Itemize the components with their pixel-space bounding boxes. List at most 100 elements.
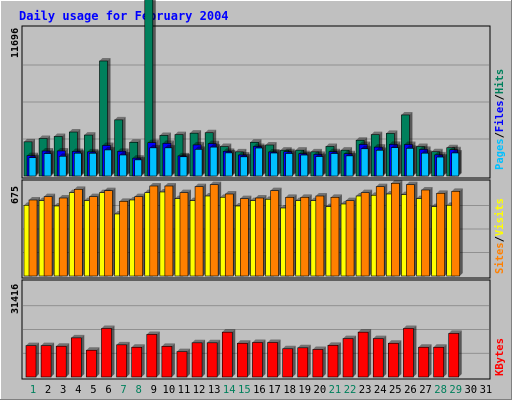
files-bar-day-3-top	[57, 147, 69, 151]
pages-bar-day-25	[391, 144, 402, 177]
day-label-25: 25	[389, 384, 402, 396]
files-bar-day-2-top	[42, 148, 54, 152]
kbytes-bar-day-1	[25, 342, 39, 378]
pages-bar-day-27	[421, 150, 432, 177]
pages-bar-day-12	[194, 146, 206, 177]
sites-bar-day-9-top	[149, 183, 161, 186]
kbytes-bar-day-4-face	[70, 337, 82, 378]
hits-bar-day-8-top	[129, 139, 141, 143]
day-label-15: 15	[238, 384, 251, 396]
sites-bar-day-28	[436, 190, 448, 277]
files-bar-day-16-top	[253, 143, 265, 147]
kbytes-bar-day-7-top	[116, 341, 130, 345]
pages-bar-day-1	[28, 154, 39, 177]
pages-bar-day-26-face	[406, 148, 414, 177]
kbytes-bar-day-7-face	[116, 344, 127, 378]
kbytes-bar-day-10-side	[171, 343, 175, 377]
pages-bar-day-12-side	[202, 146, 206, 176]
pages-bar-day-26-top	[406, 145, 417, 149]
kbytes-bar-day-23-face	[357, 331, 369, 378]
sites-bar-day-19-face	[300, 197, 310, 277]
kbytes-bar-day-14-side	[232, 329, 236, 377]
kbytes-bar-day-19	[297, 344, 311, 378]
kbytes-bar-day-18-face	[282, 348, 293, 378]
day-label-24: 24	[374, 384, 387, 396]
sites-bar-day-2	[43, 193, 56, 277]
pages-bar-day-28-top	[436, 154, 447, 158]
kbytes-bar-day-18-top	[282, 345, 296, 349]
kbytes-bar-day-6	[101, 325, 115, 378]
sites-bar-day-5-face	[89, 196, 98, 277]
kbytes-bar-day-2-face	[40, 345, 52, 378]
sites-bar-day-24-top	[376, 183, 388, 187]
pages-bar-day-16-face	[255, 147, 263, 177]
sites-bar-day-10-top	[164, 183, 176, 186]
files-bar-day-18-top	[283, 148, 295, 152]
kbytes-bar-day-4-side	[81, 334, 85, 377]
sites-bar-day-23-top	[361, 189, 373, 193]
pages-bar-day-2	[43, 150, 55, 177]
pages-bar-day-16	[255, 145, 266, 177]
kbytes-bar-day-21-face	[327, 345, 339, 378]
pages-bar-day-7-face	[119, 154, 127, 177]
pages-bar-day-20-face	[315, 156, 324, 177]
sites-bar-day-22-top	[346, 197, 358, 201]
kbytes-bar-day-20-side	[322, 346, 326, 377]
sites-bar-day-29-side	[459, 188, 463, 276]
kbytes-bar-day-26	[403, 325, 417, 378]
pages-bar-day-7-side	[126, 151, 130, 176]
sites-bar-day-25-face	[391, 183, 400, 277]
day-label-26: 26	[404, 384, 417, 396]
pages-bar-day-18-top	[285, 150, 296, 154]
kbytes-bar-day-12-side	[202, 339, 206, 377]
pages-bar-day-2-side	[51, 150, 55, 176]
pages-bar-day-24-top	[376, 147, 387, 151]
kbytes-bar-day-16-face	[252, 342, 263, 378]
pages-bar-day-8-face	[134, 159, 142, 177]
kbytes-bar-day-19-top	[297, 344, 311, 348]
kbytes-bar-day-29-face	[448, 333, 460, 378]
kbytes-bar-day-16	[252, 339, 266, 378]
kbytes-bar-day-12-top	[192, 339, 206, 343]
pages-bar-day-3-top	[59, 153, 70, 157]
pages-bar-day-4-face	[73, 152, 82, 177]
kbytes-bar-day-15-side	[247, 340, 251, 377]
pages-bar-day-4-side	[81, 150, 85, 176]
kbytes-bar-day-5-side	[96, 347, 100, 377]
pages-bar-day-20-top	[315, 153, 326, 157]
panel1-legend: Pages/Files/Hits	[494, 69, 506, 170]
sites-bar-day-26	[406, 181, 418, 277]
pages-bar-day-11	[179, 153, 190, 177]
pages-bar-day-15-face	[240, 156, 248, 177]
kbytes-bar-day-24-top	[373, 335, 387, 339]
sites-bar-day-27	[421, 187, 433, 277]
legend-kbytes: KBytes	[494, 338, 506, 376]
files-bar-day-8-top	[132, 155, 144, 159]
kbytes-bar-day-8	[131, 344, 145, 378]
kbytes-bar-day-29-side	[458, 330, 462, 377]
kbytes-bar-day-8-face	[131, 346, 142, 378]
pages-bar-day-6-top	[104, 146, 115, 150]
panel-hits-files-pages: 11696 Pages/Files/Hits	[10, 0, 506, 179]
kbytes-bar-day-2-top	[41, 342, 55, 346]
pages-bar-day-19	[300, 152, 311, 177]
pages-bar-day-6-side	[111, 146, 115, 176]
sites-bar-day-29	[451, 188, 463, 277]
sites-bar-day-14	[224, 191, 237, 277]
hits-bar-day-27-top	[416, 143, 428, 147]
legend-sep-1: /	[494, 132, 506, 138]
kbytes-bar-day-22-side	[353, 335, 357, 377]
hits-bar-day-13-top	[205, 129, 217, 133]
kbytes-bar-day-25-side	[398, 340, 402, 377]
kbytes-bar-day-16-top	[252, 339, 266, 343]
sites-bar-day-15	[240, 195, 252, 277]
hits-bar-day-29-top	[446, 144, 458, 148]
sites-bar-day-5	[89, 193, 101, 277]
sites-bar-day-26-face	[406, 184, 415, 277]
hits-bar-day-15-top	[235, 148, 247, 152]
kbytes-bar-day-21-top	[327, 342, 341, 346]
pages-bar-day-15-top	[240, 153, 251, 157]
kbytes-bar-day-5	[86, 347, 100, 378]
pages-bar-day-26-side	[413, 145, 417, 176]
kbytes-bar-day-25-top	[388, 340, 402, 344]
